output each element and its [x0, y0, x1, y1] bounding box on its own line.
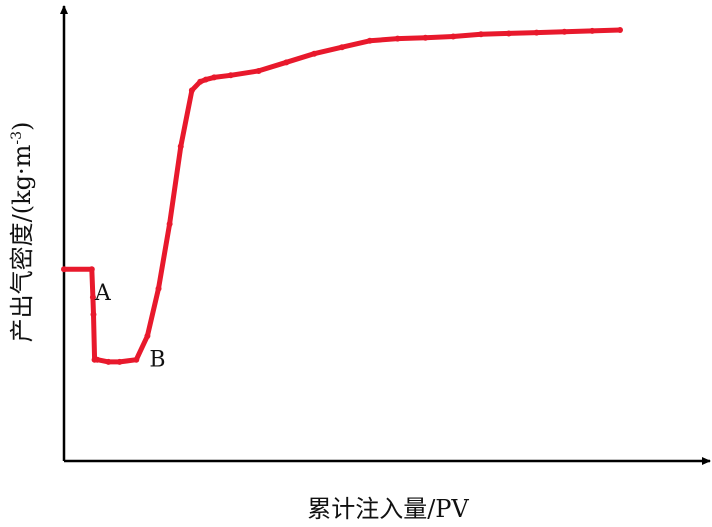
- data-point: [94, 356, 101, 363]
- y-axis-title-main: 产出气密度/(kg·m: [8, 144, 36, 342]
- data-point: [116, 358, 123, 365]
- data-point: [394, 35, 401, 42]
- data-point: [89, 294, 96, 301]
- data-point: [144, 333, 151, 340]
- data-point: [311, 50, 318, 57]
- data-point: [589, 27, 596, 34]
- y-axis-title-exponent: -3: [9, 131, 25, 145]
- annotation-b: B: [149, 348, 165, 373]
- data-point: [211, 74, 218, 81]
- data-point: [155, 285, 162, 292]
- data-point: [533, 29, 540, 36]
- data-point: [366, 37, 373, 44]
- data-point: [255, 67, 262, 74]
- x-axis-title: 累计注入量/PV: [307, 495, 469, 523]
- density-series-line: [61, 27, 623, 365]
- data-point: [166, 220, 173, 227]
- data-point: [505, 30, 512, 37]
- data-point: [197, 78, 204, 85]
- data-point: [617, 27, 623, 33]
- data-point: [227, 72, 234, 79]
- data-point: [339, 44, 345, 51]
- data-point: [177, 143, 184, 150]
- data-point: [478, 31, 484, 38]
- data-points: [61, 27, 623, 365]
- data-point: [105, 358, 112, 365]
- data-point: [133, 356, 140, 363]
- data-point: [561, 28, 568, 35]
- data-point: [88, 266, 95, 273]
- annotation-a: A: [94, 281, 112, 306]
- data-point: [90, 311, 97, 318]
- data-point: [422, 34, 429, 41]
- y-axis-title: 产出气密度/(kg·m-3): [8, 122, 36, 343]
- data-point: [202, 76, 209, 83]
- data-point: [450, 33, 457, 40]
- data-point: [61, 266, 67, 273]
- annotations: AB: [94, 281, 166, 373]
- data-point: [283, 59, 290, 66]
- data-point: [188, 87, 195, 94]
- y-axis-title-close: ): [8, 122, 36, 131]
